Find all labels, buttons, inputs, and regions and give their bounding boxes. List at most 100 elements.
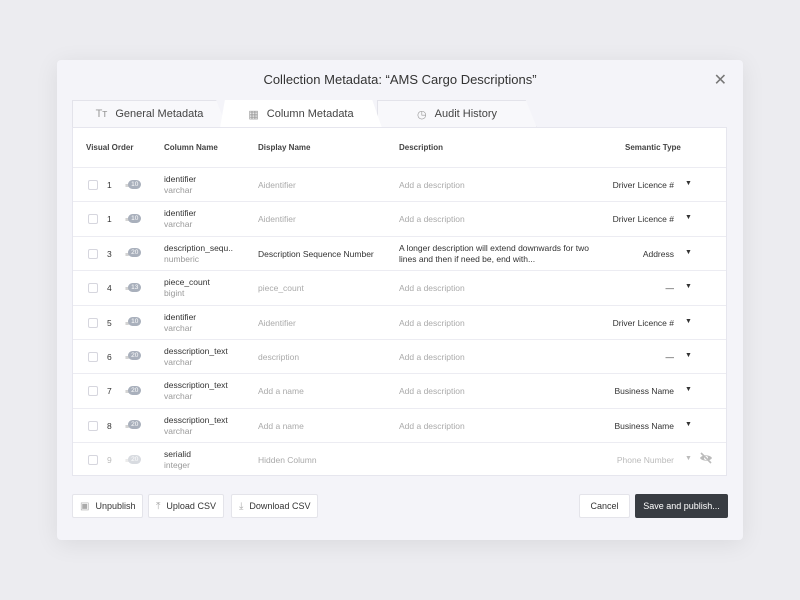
count-badge: 10 bbox=[128, 317, 142, 327]
semantic-type-select[interactable]: Phone Number bbox=[616, 455, 674, 466]
drag-handle[interactable]: ≡ 10 bbox=[125, 316, 142, 328]
archive-icon: ▣ bbox=[80, 500, 90, 512]
description-input[interactable]: Add a description bbox=[399, 180, 465, 190]
description-input[interactable]: Add a description bbox=[399, 317, 465, 328]
header-semantic-type: Semantic Type bbox=[625, 143, 681, 152]
description-input[interactable]: Add a description bbox=[399, 214, 465, 225]
download-label: Download CSV bbox=[249, 501, 311, 511]
visual-order: 6 bbox=[107, 351, 112, 362]
display-name-input[interactable]: Aidentifier bbox=[258, 214, 296, 225]
caret-down-icon[interactable]: ▼ bbox=[685, 420, 692, 428]
row-checkbox[interactable] bbox=[88, 180, 98, 190]
tab-label: Column Metadata bbox=[266, 108, 354, 120]
upload-label: Upload CSV bbox=[166, 501, 216, 511]
description-input[interactable]: Add a description bbox=[399, 420, 465, 431]
eye-off-icon[interactable] bbox=[699, 452, 713, 466]
column-type: varchar bbox=[164, 322, 193, 333]
semantic-type-select[interactable]: Driver Licence # bbox=[612, 317, 674, 328]
header-description: Description bbox=[399, 143, 444, 152]
semantic-type-select[interactable]: Driver Licence # bbox=[612, 214, 674, 225]
table-row: 1 ≡ 10 identifier varchar Aidentifier Add … bbox=[73, 202, 726, 237]
unpublish-button[interactable]: ▣ Unpublish bbox=[72, 494, 144, 518]
semantic-type-select[interactable]: Business Name bbox=[614, 386, 674, 397]
caret-down-icon[interactable]: ▼ bbox=[685, 248, 692, 256]
semantic-type-select[interactable]: Business Name bbox=[614, 420, 674, 431]
display-name-input[interactable]: Add a name bbox=[258, 420, 304, 431]
column-name-text: serialid bbox=[164, 449, 191, 460]
column-type: varchar bbox=[164, 185, 193, 195]
modal-title: Collection Metadata: “AMS Cargo Descript… bbox=[263, 72, 537, 87]
description-input[interactable]: Add a description bbox=[399, 386, 465, 397]
drag-handle[interactable]: ≡ 20 bbox=[125, 350, 142, 362]
row-checkbox[interactable] bbox=[88, 420, 98, 431]
table-header: Visual Order Column Name Display Name De… bbox=[73, 128, 726, 168]
display-name-input[interactable]: Aidentifier bbox=[258, 180, 296, 190]
list-icon: ≡ bbox=[125, 286, 130, 294]
count-badge: 20 bbox=[128, 454, 142, 464]
caret-down-icon[interactable]: ▼ bbox=[685, 317, 692, 325]
row-checkbox[interactable] bbox=[88, 283, 98, 294]
visual-order: 5 bbox=[107, 317, 112, 328]
display-name-input[interactable]: Add a name bbox=[258, 386, 304, 397]
list-icon: ≡ bbox=[125, 354, 130, 362]
semantic-type-select[interactable]: — bbox=[665, 351, 675, 362]
list-icon: ≡ bbox=[125, 183, 130, 190]
drag-handle[interactable]: ≡ 10 bbox=[125, 178, 142, 190]
row-checkbox[interactable] bbox=[88, 351, 98, 362]
row-checkbox[interactable] bbox=[88, 317, 98, 328]
row-checkbox[interactable] bbox=[88, 455, 98, 466]
save-and-publish-button[interactable]: Save and publish... bbox=[635, 494, 728, 518]
display-name-input[interactable]: piece_count bbox=[258, 283, 304, 294]
caret-down-icon[interactable]: ▼ bbox=[685, 455, 692, 463]
drag-handle[interactable]: ≡ 10 bbox=[125, 212, 142, 224]
semantic-type-select[interactable]: Address bbox=[642, 248, 674, 259]
visual-order: 3 bbox=[107, 248, 112, 259]
tab-general-metadata[interactable]: Tт General Metadata bbox=[72, 100, 227, 128]
drag-handle[interactable]: ≡ 13 bbox=[125, 281, 142, 294]
close-icon[interactable]: ✕ bbox=[713, 72, 727, 89]
list-icon: ≡ bbox=[125, 320, 130, 328]
column-name: desscription_text varchar bbox=[164, 380, 228, 402]
list-icon: ≡ bbox=[125, 423, 130, 431]
header-column-name: Column Name bbox=[164, 143, 218, 152]
row-checkbox[interactable] bbox=[88, 248, 98, 259]
visual-order: 4 bbox=[107, 283, 112, 294]
upload-csv-button[interactable]: ⤒ Upload CSV bbox=[148, 494, 224, 518]
caret-down-icon[interactable]: ▼ bbox=[685, 214, 692, 222]
caret-down-icon[interactable]: ▼ bbox=[685, 180, 692, 187]
column-type: numberic bbox=[164, 253, 199, 264]
caret-down-icon[interactable]: ▼ bbox=[685, 351, 692, 359]
semantic-type-select[interactable]: — bbox=[665, 283, 675, 294]
drag-handle[interactable]: ≡ 20 bbox=[125, 453, 142, 465]
upload-icon: ⤒ bbox=[156, 500, 161, 512]
display-name-input[interactable]: Description Sequence Number bbox=[258, 248, 374, 259]
tab-column-metadata[interactable]: ▦ Column Metadata bbox=[220, 100, 382, 128]
display-name-input[interactable]: Hidden Column bbox=[258, 455, 317, 466]
column-name-text: identifier bbox=[164, 174, 197, 184]
row-checkbox[interactable] bbox=[88, 214, 98, 225]
column-name: desscription_text varchar bbox=[164, 346, 228, 368]
description-input[interactable]: A longer description will extend downwar… bbox=[399, 242, 589, 265]
display-name-input[interactable]: Aidentifier bbox=[258, 317, 296, 328]
download-csv-button[interactable]: ⤓ Download CSV bbox=[231, 494, 319, 518]
cancel-button[interactable]: Cancel bbox=[579, 494, 630, 518]
caret-down-icon[interactable]: ▼ bbox=[685, 283, 692, 291]
semantic-type-select[interactable]: Driver Licence # bbox=[612, 180, 674, 190]
column-name-text: desscription_text bbox=[164, 414, 228, 425]
column-name: description_sequ.. numberic bbox=[164, 243, 233, 265]
column-name-text: desscription_text bbox=[164, 380, 228, 391]
display-name-input[interactable]: description bbox=[258, 351, 300, 362]
column-name: serialid integer bbox=[164, 449, 191, 471]
row-checkbox[interactable] bbox=[88, 386, 98, 397]
tab-audit-history[interactable]: ◷ Audit History bbox=[377, 100, 537, 128]
column-type: varchar bbox=[164, 391, 193, 402]
caret-down-icon[interactable]: ▼ bbox=[685, 386, 692, 394]
description-input[interactable]: Add a description bbox=[399, 283, 465, 294]
count-badge: 10 bbox=[128, 213, 142, 223]
drag-handle[interactable]: ≡ 20 bbox=[125, 384, 142, 396]
drag-handle[interactable]: ≡ 20 bbox=[125, 419, 142, 431]
column-type: varchar bbox=[164, 356, 193, 367]
drag-handle[interactable]: ≡ 20 bbox=[125, 247, 142, 259]
count-badge: 20 bbox=[128, 248, 142, 258]
description-input[interactable]: Add a description bbox=[399, 351, 465, 362]
